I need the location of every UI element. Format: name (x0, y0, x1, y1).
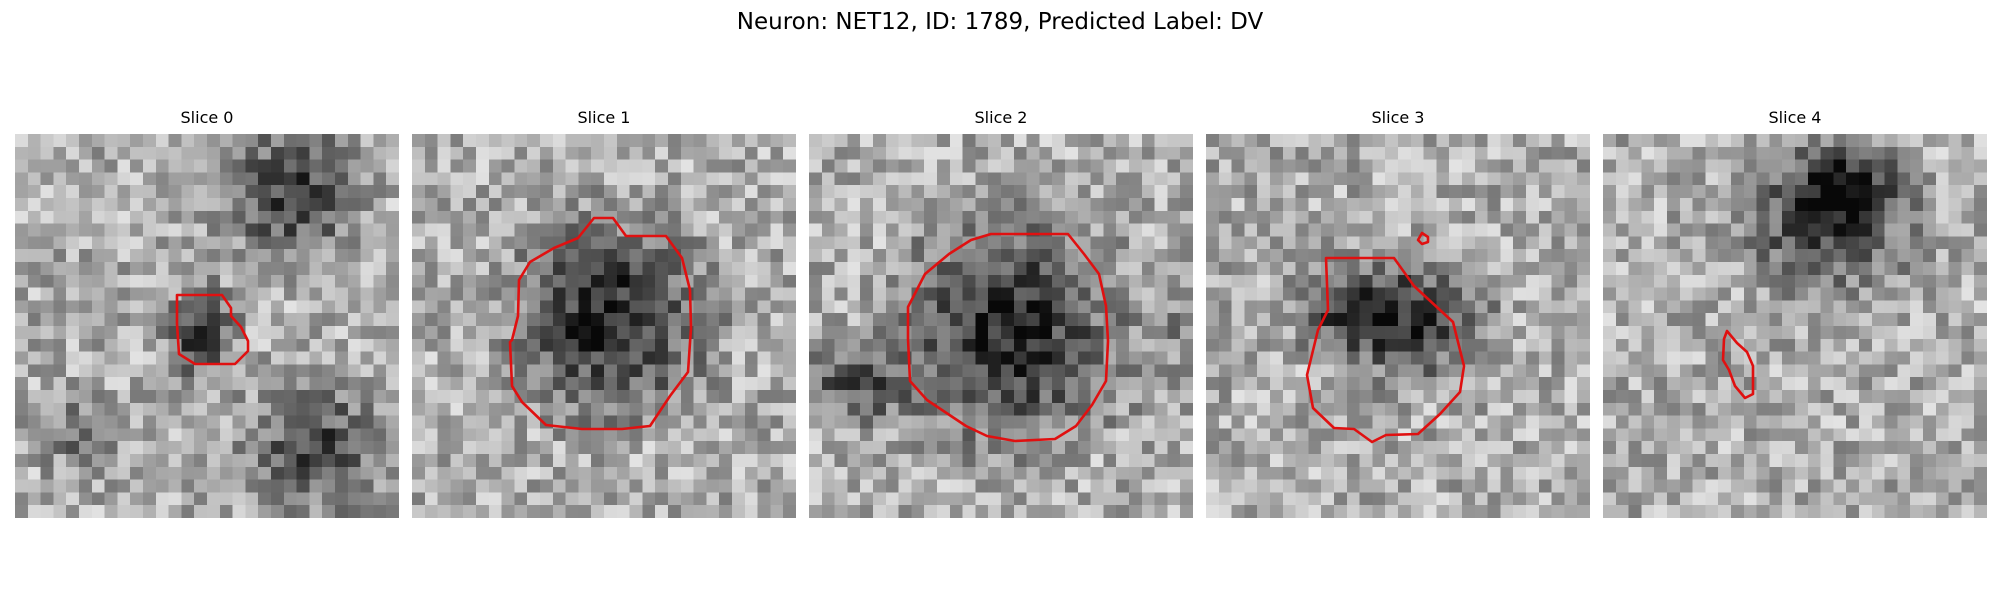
slice-image-1 (412, 134, 796, 518)
segmentation-outline-3 (1305, 256, 1466, 444)
slice-image-3 (1206, 134, 1590, 518)
slice-title-1: Slice 1 (577, 108, 631, 127)
slice-image-0 (15, 134, 399, 518)
segmentation-outline-1 (508, 216, 693, 431)
slice-title-0: Slice 0 (180, 108, 234, 127)
slice-image-2 (809, 134, 1193, 518)
segmentation-outline-0 (175, 293, 250, 366)
slice-image-4 (1603, 134, 1987, 518)
segmentation-outline-3-1 (1416, 231, 1430, 246)
segmentation-outline-4 (1721, 329, 1755, 400)
slice-title-4: Slice 4 (1768, 108, 1822, 127)
figure-title: Neuron: NET12, ID: 1789, Predicted Label… (736, 9, 1264, 35)
slice-title-3: Slice 3 (1371, 108, 1425, 127)
slice-title-2: Slice 2 (974, 108, 1028, 127)
segmentation-outline-2 (906, 232, 1110, 443)
